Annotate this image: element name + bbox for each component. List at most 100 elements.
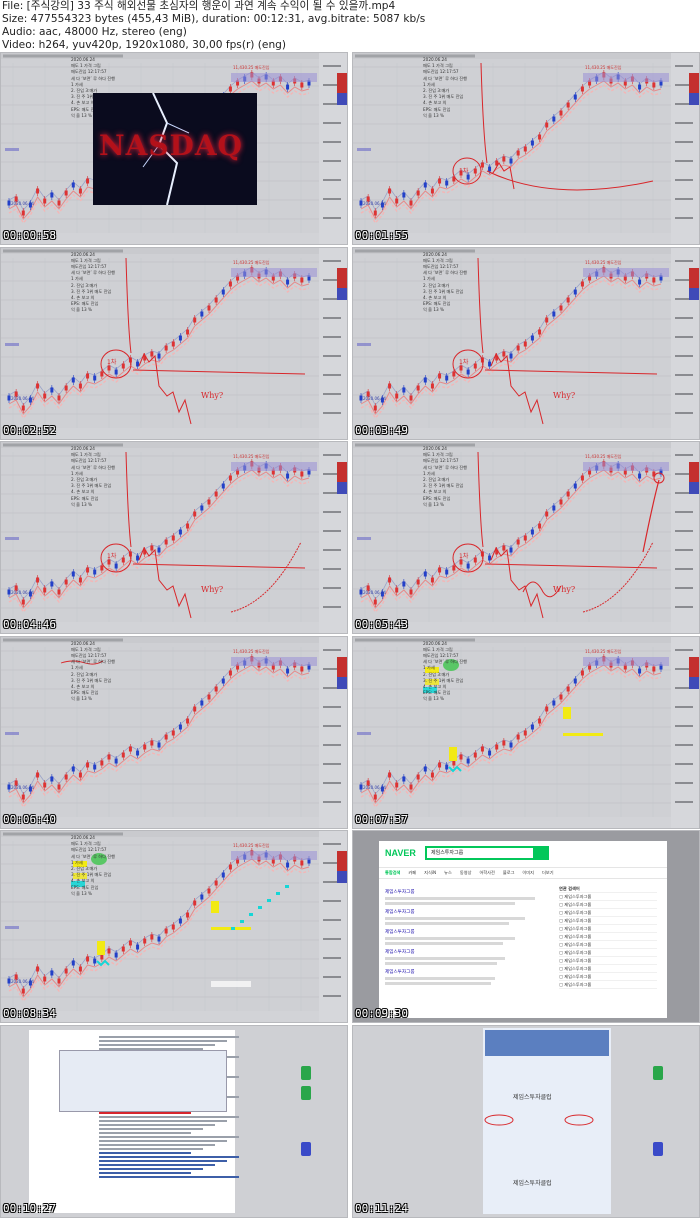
annotation-line: EPS: 매도 진입 [71,106,99,112]
svg-text:Why?: Why? [553,391,575,400]
annotation-line: 세 다 ‘보면’ 루 하다 진행 [71,464,115,470]
naver-tab[interactable]: 통합검색 [385,870,401,875]
annotation-line: 3. 진 주 1위 매도 진입 [71,872,112,878]
video-frame-thumbnail: 제임스투자클럽 제임스투자클럽 00:11:24 [352,1024,700,1218]
annotation-line: 4. 손 보고 의 [71,294,95,300]
annotation-line: 2. 진입 3:매가 [423,477,450,483]
related-item[interactable]: ▢ 제임스투자그룹 [559,893,657,901]
related-item[interactable]: ▢ 제임스투자그룹 [559,925,657,933]
annotation-line: 매도진입 12:17:57 [71,69,107,75]
video-frame-thumbnail: 11,430.25 매도진입 2020.06.24 1차 2020.06.24 매도 1… [352,52,700,245]
search-input[interactable]: 제임스투자그룹 [425,846,535,860]
annotation-line: 4. 손 보고 의 [71,878,95,884]
annotation-line: 2020.06.24 [423,57,447,62]
search-result-title[interactable]: 제임스투자그룹 [385,930,415,935]
annotation-line: 4. 손 보고 의 [71,489,95,495]
svg-text:1차: 1차 [107,358,117,366]
search-result-title[interactable]: 제임스투자그룹 [385,910,415,915]
related-item[interactable]: ▢ 제임스투자그룹 [559,909,657,917]
chart-annotation: 2020.06.24 매도 1 가격 그립 매도진입 12:17:57 세 다 ‘보면… [423,252,467,314]
annotation-line: EPS: 매도 진입 [423,495,451,501]
related-item[interactable]: ▢ 제임스투자그룹 [559,933,657,941]
search-result-title[interactable]: 제임스투자그룹 [385,970,415,975]
annotation-line: 익 을 13 % [71,501,93,507]
side-button[interactable] [653,1065,663,1080]
naver-tab[interactable]: 어학사전 [479,870,495,875]
annotation-line: 1 가세 [423,276,435,282]
annotation-line: 세 다 ‘보면’ 루 하다 진행 [423,659,467,665]
svg-text:2020.06.24: 2020.06.24 [11,979,34,984]
naver-tab[interactable]: 뉴스 [444,870,452,875]
naver-tab[interactable]: 동영상 [459,870,472,875]
annotation-line: 2020.06.24 [423,640,447,646]
annotation-line: 3. 진 주 1위 매도 진입 [423,677,464,683]
frame-timestamp: 00:02:52 [3,423,56,437]
frame-timestamp: 00:05:43 [355,618,408,631]
annotation-line: 2. 진입 3:매가 [71,88,98,94]
annotation-line: 익 을 13 % [71,890,93,896]
annotation-line: 매도진입 12:17:57 [71,263,107,269]
annotation-line: 매도 1 가격 그립 [71,63,101,69]
naver-tab[interactable]: 지식iN [424,870,437,875]
audio-info: Audio: aac, 48000 Hz, stereo (eng) [2,26,187,38]
related-item[interactable]: ▢ 제임스투자그룹 [559,957,657,965]
annotation-line: 세 다 ‘보면’ 루 하다 진행 [423,270,467,276]
svg-text:1차: 1차 [107,552,117,560]
naver-tab[interactable]: 블로그 [502,870,515,875]
search-result-title[interactable]: 제임스투자그룹 [385,890,415,895]
video-metadata: File: [주식강의] 33 주식 해외선물 초심자의 행운이 과연 계속 수… [2,0,698,52]
naver-tab[interactable]: 카페 [408,870,417,875]
annotation-line: 3. 진 주 1위 매도 진입 [71,94,112,100]
annotation-line: EPS: 매도 진입 [423,301,451,307]
annotation-line: EPS: 매도 진입 [423,106,451,112]
video-frame-thumbnail: 11,430.25 매도진입 2020.06.24 2020.06.24 매도 1 가… [0,830,348,1023]
annotation-line: 4. 손 보고 의 [423,489,447,495]
annotation-line: 2020.06.24 [71,251,95,257]
search-button[interactable] [535,846,549,860]
related-item[interactable]: ▢ 제임스투자그룹 [559,941,657,949]
annotation-line: 3. 진 주 1위 매도 진입 [71,483,112,489]
annotation-line: 매도 1 가격 그립 [71,646,101,652]
related-item[interactable]: ▢ 제임스투자그룹 [559,981,657,989]
naver-tab[interactable]: 이미지 [522,870,534,875]
annotation-line: 1 가세 [71,276,83,282]
thumbnail-grid: 11,430.25 매도진입 2020.06.24 2020.06.24 매도 1 가… [0,52,700,1227]
chart-annotation: 2020.06.24 매도 1 가격 그립 매도진입 12:17:57 세 다 ‘보면… [71,641,115,703]
search-result-title[interactable]: 제임스투자그룹 [385,950,415,955]
video-frame-thumbnail: 11,430.25 매도진입 2020.06.24 1차 Why? 2020.06.24… [0,441,348,634]
annotation-line: 4. 손 보고 의 [423,100,447,106]
annotation-line: 매도진입 12:17:57 [423,69,459,75]
chart-annotation: 2020.06.24 매도 1 가격 그립 매도진입 12:17:57 세 다 ‘보면… [423,57,467,119]
related-item[interactable]: ▢ 제임스투자그룹 [559,973,657,981]
side-button[interactable] [301,1065,311,1080]
related-item[interactable]: ▢ 제임스투자그룹 [559,901,657,909]
naver-tabs: 통합검색 카페 지식iN 뉴스 동영상 어학사전 블로그 이미지 더보기 [379,868,667,879]
annotation-line: 매도 1 가격 그립 [71,257,101,263]
related-item[interactable]: ▢ 제임스투자그룹 [559,965,657,973]
annotation-line: 매도진입 12:17:57 [71,652,107,658]
related-item[interactable]: ▢ 제임스투자그룹 [559,949,657,957]
naver-logo[interactable]: NAVER [385,848,416,858]
annotation-line: 2. 진입 3:매가 [423,671,450,677]
side-button[interactable] [301,1085,311,1100]
annotation-line: 1 가세 [423,665,435,671]
annotation-line: 2. 진입 3:매가 [71,671,98,677]
annotation-line: 세 다 ‘보면’ 루 하다 진행 [71,853,115,859]
annotation-line: 2. 진입 3:매가 [423,88,450,94]
annotation-line: 매도 1 가격 그립 [423,646,453,652]
annotation-line: EPS: 매도 진입 [71,690,99,696]
svg-text:2020.06.24: 2020.06.24 [363,396,386,401]
video-info: Video: h264, yuv420p, 1920x1080, 30,00 f… [2,39,287,51]
naver-tab[interactable]: 더보기 [541,870,554,875]
annotation-line: 매도 1 가격 그립 [71,841,101,847]
side-button[interactable] [301,1141,311,1156]
annotation-line: 세 다 ‘보면’ 루 하다 진행 [423,75,467,81]
annotation-line: 익 을 13 % [423,307,445,313]
svg-text:11,430.25 매도진입: 11,430.25 매도진입 [233,453,270,459]
svg-text:1차: 1차 [459,167,469,175]
related-item[interactable]: ▢ 제임스투자그룹 [559,917,657,925]
svg-text:11,430.25 매도진입: 11,430.25 매도진입 [233,648,270,654]
annotation-line: 2020.06.24 [423,446,447,451]
svg-text:Why?: Why? [201,391,223,400]
side-button[interactable] [653,1141,663,1156]
